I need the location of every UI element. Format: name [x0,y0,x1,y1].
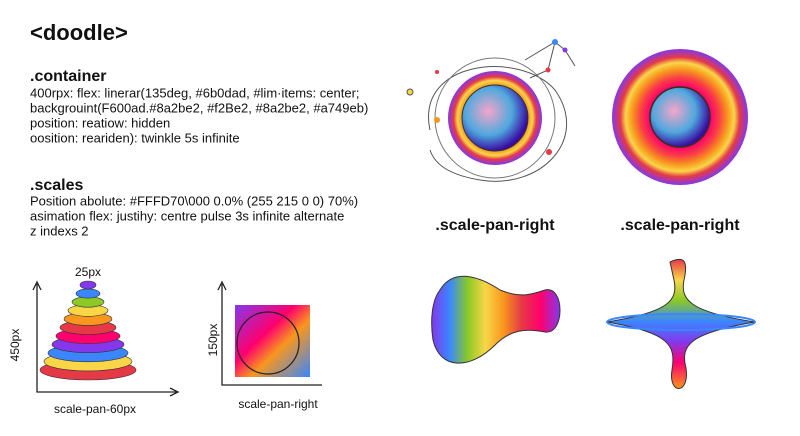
core [461,84,529,152]
heading: .container [30,68,106,85]
orbit-figure [406,39,576,182]
circle [236,311,300,375]
title: <doodle> [30,20,128,45]
code-line: 400rpx: flex: linerar(135deg, #6b0dad, #… [30,85,360,100]
cone-tier [79,280,97,290]
star [434,117,440,123]
axes [32,280,180,397]
label: 150px [206,324,220,357]
orbit [428,66,568,182]
star [406,88,414,96]
label: scale-pan-60px [54,402,136,416]
label: 450px [8,329,22,362]
star [545,67,551,73]
code-line: backgrouint(F600ad.#8a2be2, #f2Be2, #8a2… [30,100,368,115]
caption: .scale-pan-right [435,217,555,234]
code-line: Position abolute: #FFFD70\000 0.0% (255 … [30,193,358,208]
star [546,149,552,155]
label: 25px [75,265,101,279]
code-line: z indexs 2 [30,223,89,238]
rim [606,313,756,331]
star [552,39,558,45]
star [435,70,439,74]
code-line: oosition: reariden): twinkle 5s infinite [30,130,240,145]
constellation [524,41,576,79]
label: scale-pan-right [238,397,318,411]
code-line: position: reatiow: hidden [30,115,170,130]
spinning-top [606,258,756,389]
code-line: asimation flex: justihy: centre pulse 3s… [30,208,344,223]
star [562,47,568,53]
caption: .scale-pan-right [620,217,740,234]
cone-tier [75,288,101,299]
heading: .scales [30,177,83,194]
horn [431,275,561,364]
cone [39,280,137,381]
axes [217,280,322,386]
core [649,86,711,148]
gradient-square [235,305,310,377]
